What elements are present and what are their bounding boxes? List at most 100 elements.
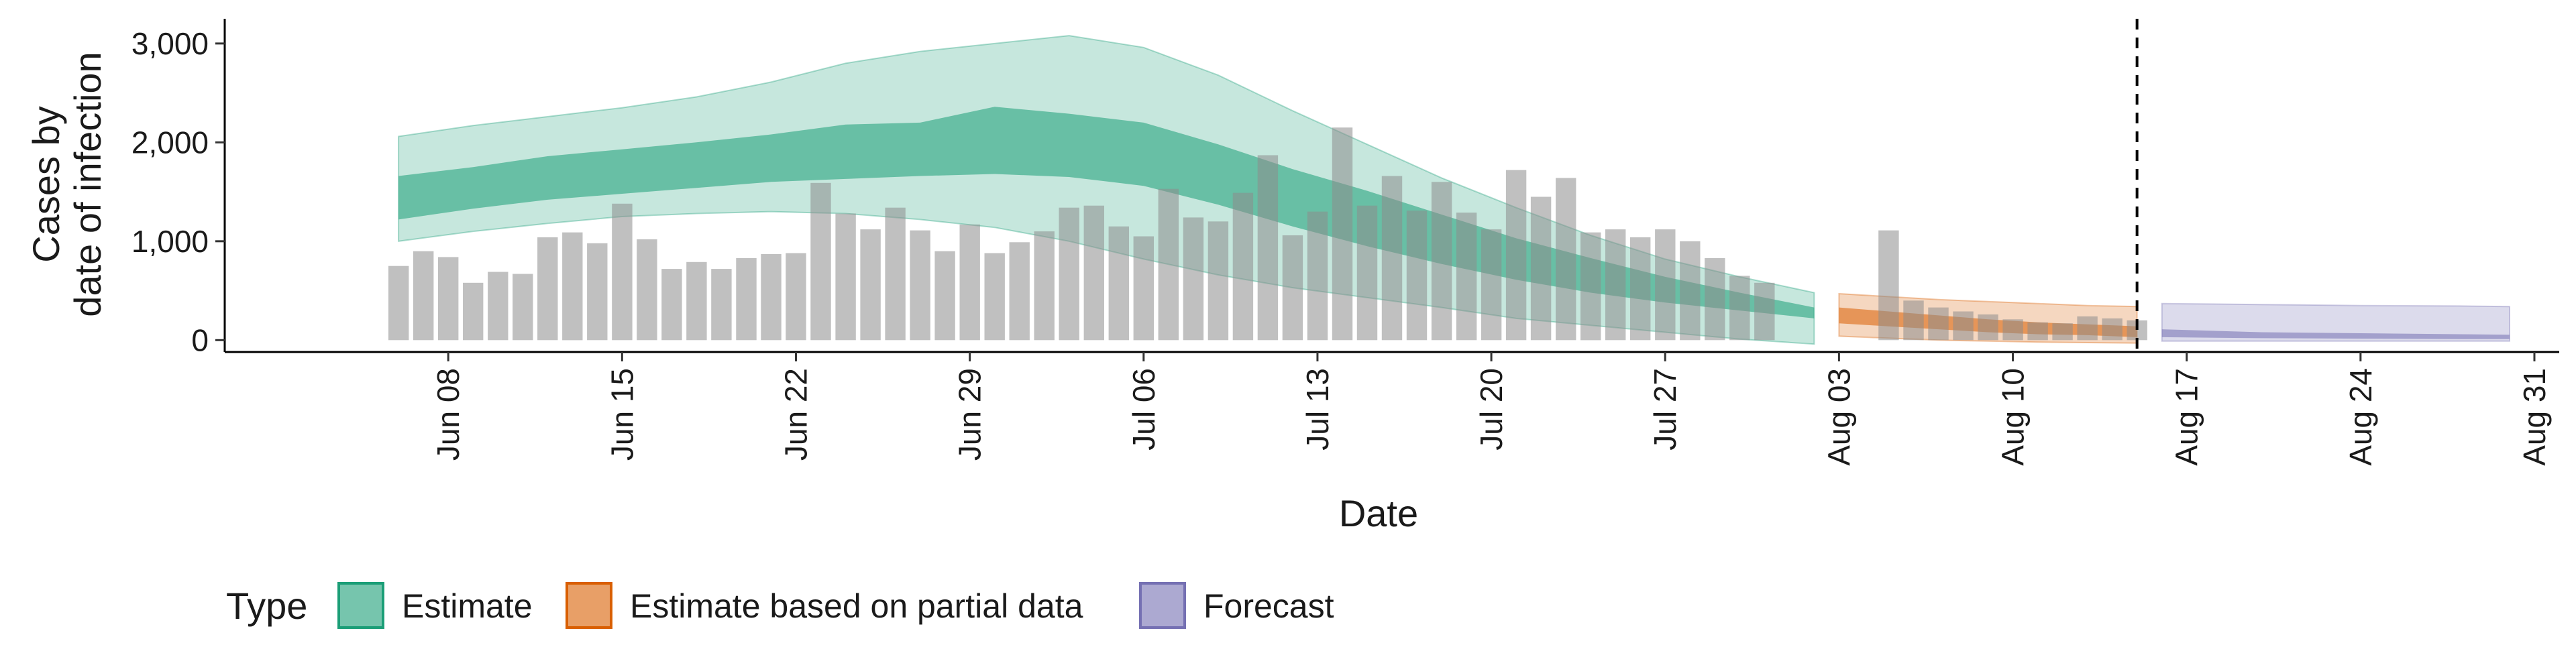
case-bar [438, 257, 459, 341]
case-bar [934, 251, 955, 341]
case-bar [1108, 226, 1129, 341]
x-tick-label: Aug 17 [2169, 368, 2204, 466]
case-bar [637, 239, 657, 341]
case-bar [661, 269, 682, 341]
x-tick-label: Jul 20 [1474, 368, 1509, 451]
x-tick-label: Aug 24 [2343, 368, 2378, 466]
case-bar [1928, 307, 1949, 341]
band-50-2 [2161, 329, 2510, 339]
legend: Type Estimate Estimate based on partial da… [226, 582, 1334, 629]
case-bar [1307, 211, 1328, 341]
x-tick-label: Jul 13 [1300, 368, 1335, 451]
case-bar [885, 207, 906, 341]
case-bar [786, 253, 806, 341]
y-tick-label: 0 [191, 322, 209, 357]
case-bar [1158, 188, 1179, 341]
case-bar [463, 282, 484, 341]
case-bar [1009, 242, 1030, 341]
case-bar [1530, 196, 1552, 341]
x-axis-title: Date [1339, 492, 1418, 534]
case-bar [1356, 205, 1378, 341]
y-axis-title-line: date of infection [66, 52, 109, 316]
case-bar [2052, 323, 2073, 341]
x-tick-label: Jul 06 [1126, 368, 1161, 451]
reported-case-bars [388, 127, 2147, 341]
case-bar [1953, 311, 1974, 341]
case-bar [1878, 230, 1899, 341]
case-bar [1332, 127, 1353, 341]
legend-label: Estimate [402, 587, 533, 625]
case-bar [1705, 257, 1725, 341]
case-bar [488, 272, 508, 341]
case-bar [1754, 282, 1775, 341]
x-tick-label: Jun 22 [778, 368, 813, 461]
case-bar [1406, 211, 1428, 341]
case-bar [1431, 182, 1452, 341]
case-bar [1903, 300, 1924, 341]
band-90-2 [2161, 302, 2510, 342]
y-axis-title-line: Cases by [25, 106, 67, 262]
case-bar [1282, 235, 1303, 341]
case-bar [1556, 178, 1576, 341]
legend-swatch [337, 582, 384, 629]
y-axis-title: Cases bydate of infection [25, 52, 109, 316]
case-bar [711, 269, 732, 341]
case-bar [1655, 229, 1676, 341]
case-bar [910, 230, 930, 341]
case-bar [1481, 229, 1502, 341]
case-bar [2027, 322, 2048, 341]
case-bar [1257, 155, 1279, 341]
case-bar [413, 251, 434, 341]
x-tick-label: Aug 31 [2517, 368, 2552, 466]
case-bar [2077, 316, 2098, 341]
case-bar [1630, 237, 1651, 341]
case-bar [2102, 318, 2123, 341]
case-bar [2002, 319, 2023, 341]
case-bar [959, 224, 980, 341]
case-bar [1580, 232, 1601, 341]
case-bar [1133, 236, 1154, 341]
x-tick-label: Jun 15 [604, 368, 639, 461]
case-bar [587, 243, 608, 341]
case-bar [1680, 241, 1701, 341]
case-bar [1729, 276, 1750, 341]
x-tick-label: Jul 27 [1648, 368, 1682, 451]
legend-swatch [1139, 582, 1186, 629]
x-tick-label: Aug 10 [1996, 368, 2031, 466]
case-bar [513, 274, 533, 341]
case-bar [562, 232, 583, 341]
case-bar [1034, 231, 1055, 341]
x-tick-label: Jun 08 [431, 368, 466, 461]
case-bar [612, 203, 633, 341]
case-bar [1978, 314, 1998, 341]
case-bar [1456, 213, 1477, 341]
y-tick-label: 1,000 [131, 224, 209, 259]
case-bar [810, 182, 831, 341]
case-bar [761, 254, 782, 341]
x-tick-label: Aug 03 [1821, 368, 1856, 466]
case-bar [1232, 192, 1254, 341]
case-bar [736, 257, 757, 341]
case-bar [1083, 205, 1104, 341]
case-bar [1059, 207, 1079, 341]
case-bar [1381, 176, 1403, 341]
case-bar [686, 261, 707, 341]
y-tick-label: 3,000 [131, 26, 209, 61]
case-bar [388, 266, 409, 341]
case-bar [1208, 221, 1229, 341]
x-tick-label: Jun 29 [953, 368, 987, 461]
case-bar [860, 229, 881, 341]
legend-swatch [566, 582, 612, 629]
case-bar [1605, 229, 1626, 341]
legend-label: Forecast [1203, 587, 1334, 625]
legend-title: Type [226, 585, 307, 627]
case-bar [984, 253, 1005, 341]
legend-label: Estimate based on partial data [630, 587, 1083, 625]
case-bar [835, 213, 856, 341]
y-tick-label: 2,000 [131, 125, 209, 160]
case-bar [1183, 217, 1204, 341]
case-bar [537, 237, 558, 341]
axes: 0 1,000 2,000 3,000 Jun 08 Jun 15 Jun 22 Jun 29… [25, 19, 2559, 534]
case-bar [1505, 170, 1527, 341]
